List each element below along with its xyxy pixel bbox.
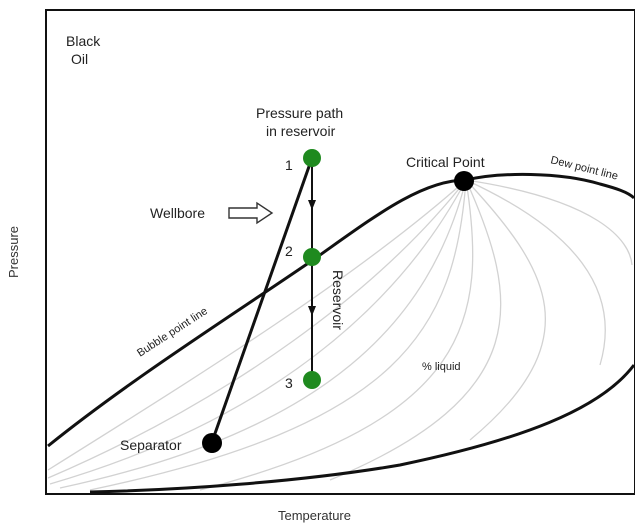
- point-3-label: 3: [285, 375, 293, 391]
- bubble-point-line-label: Bubble point line: [135, 305, 210, 359]
- point-1-label: 1: [285, 157, 293, 173]
- corner-label-line2: Oil: [71, 51, 88, 67]
- wellbore-line: [210, 157, 314, 443]
- separator-label: Separator: [120, 437, 182, 453]
- separator-marker: [202, 433, 222, 453]
- point-1: [303, 149, 321, 167]
- wellbore-arrow-icon: [228, 201, 274, 225]
- critical-point-label: Critical Point: [406, 154, 485, 170]
- dew-point-curve-lower: [89, 364, 635, 494]
- percent-liquid-label: % liquid: [422, 361, 461, 373]
- wellbore-label: Wellbore: [150, 205, 205, 221]
- dew-point-curve: [465, 172, 635, 200]
- bubble-point-curve: [47, 178, 467, 448]
- reservoir-label: Reservoir: [330, 270, 346, 330]
- quality-lines: [47, 179, 633, 491]
- x-axis-label: Temperature: [278, 508, 351, 523]
- plot-frame: [45, 9, 635, 495]
- pressure-path-line2: in reservoir: [266, 123, 336, 139]
- pressure-path-line1: Pressure path: [256, 105, 343, 121]
- point-2: [303, 248, 321, 266]
- point-2-label: 2: [285, 243, 293, 259]
- dew-point-line-label: Dew point line: [549, 154, 619, 182]
- y-axis-label: Pressure: [6, 226, 21, 278]
- arrowhead-2: [308, 306, 316, 316]
- critical-point-marker: [454, 171, 474, 191]
- point-3: [303, 371, 321, 389]
- arrowhead-1: [308, 200, 316, 210]
- corner-label-line1: Black: [66, 33, 101, 49]
